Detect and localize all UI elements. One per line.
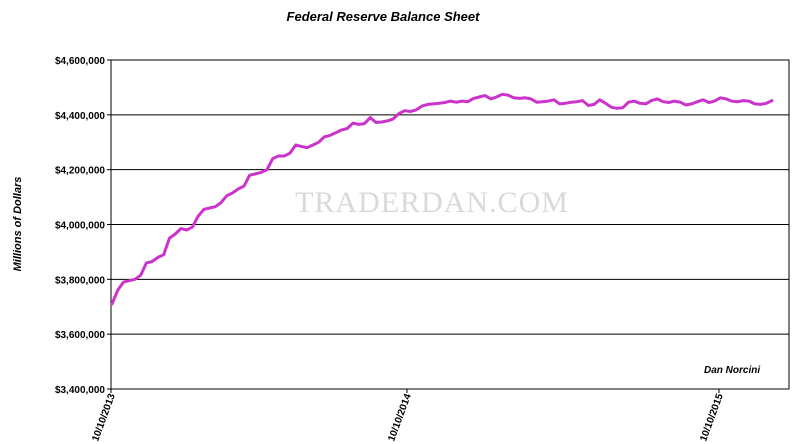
chart-title: Federal Reserve Balance Sheet xyxy=(287,9,481,24)
y-tick-label: $3,400,000 xyxy=(55,385,105,396)
gridlines xyxy=(111,114,789,335)
y-axis-ticks: $3,400,000 $3,600,000 $3,800,000 $4,000,000… xyxy=(55,56,111,396)
watermark: TRADERDAN.COM xyxy=(295,186,569,219)
x-tick-label: 10/10/2014 xyxy=(386,392,414,443)
y-tick-label: $3,800,000 xyxy=(55,275,105,286)
plot-frame xyxy=(110,59,790,390)
x-tick-label: 10/10/2015 xyxy=(698,392,726,443)
y-tick-label: $4,200,000 xyxy=(55,166,105,177)
y-axis-label: Millions of Dollars xyxy=(12,177,24,272)
y-tick-label: $4,600,000 xyxy=(55,56,105,67)
author-annotation: Dan Norcini xyxy=(704,365,760,376)
y-tick-label: $4,000,000 xyxy=(55,221,105,232)
x-axis-ticks: 10/10/2013 10/10/2014 10/10/2015 xyxy=(90,389,726,443)
series-line xyxy=(110,92,774,306)
y-tick-label: $4,400,000 xyxy=(55,111,105,122)
x-tick-label: 10/10/2013 xyxy=(90,392,118,443)
y-tick-label: $3,600,000 xyxy=(55,330,105,341)
